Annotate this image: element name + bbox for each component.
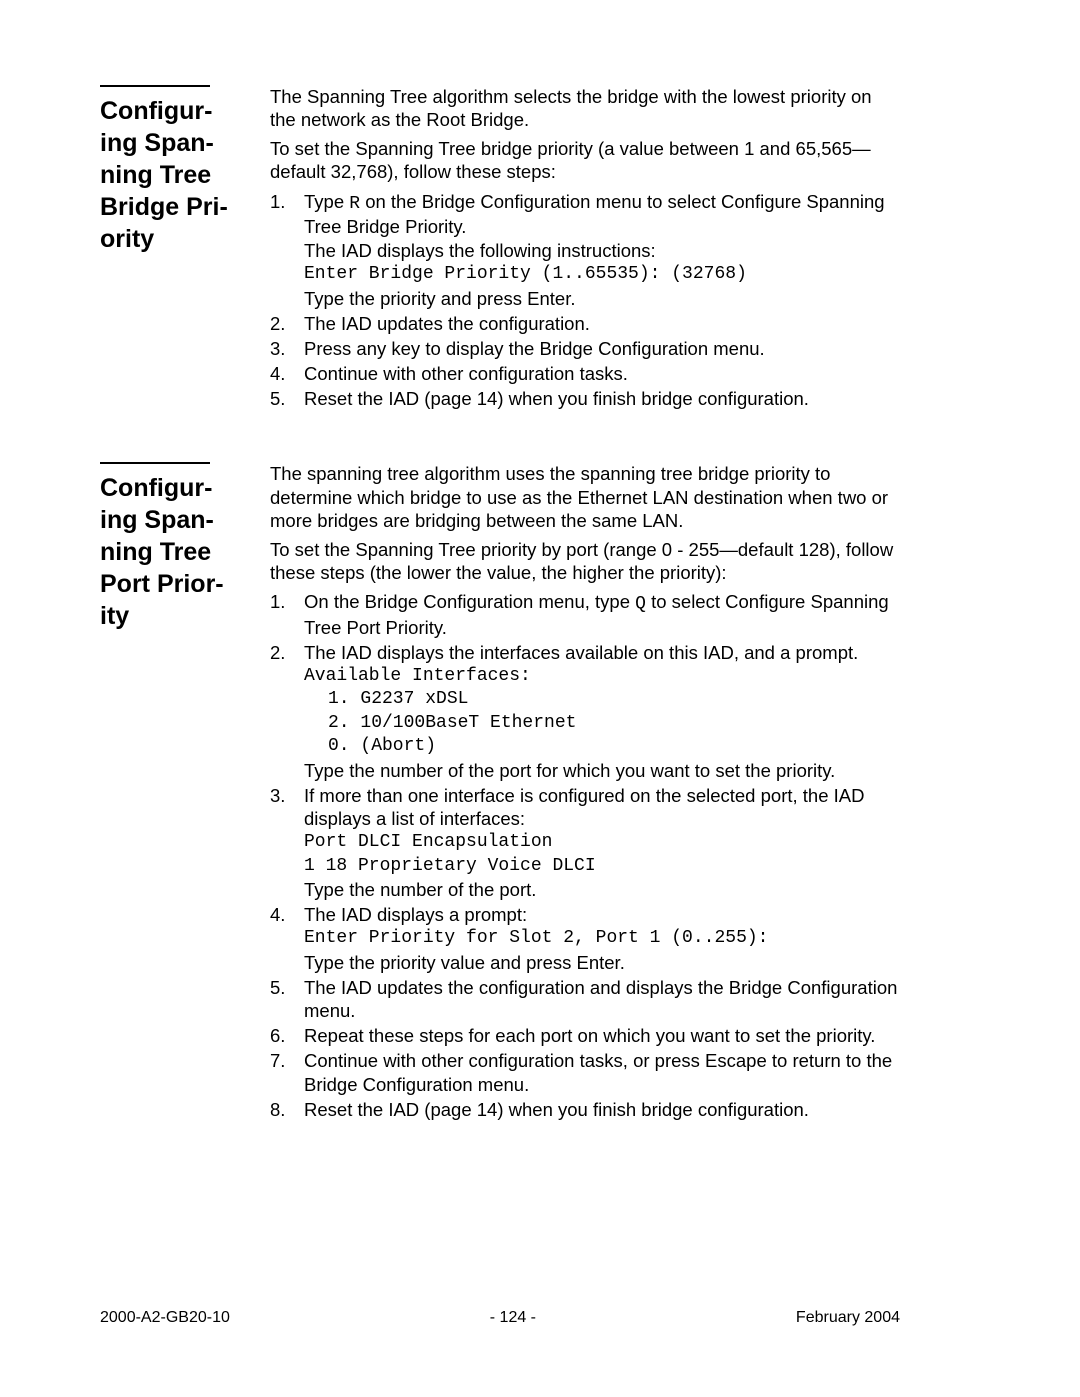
step-subline: Type the number of the port for which yo…: [304, 759, 900, 782]
step-item: Continue with other configuration tasks,…: [270, 1049, 900, 1095]
code-line: 0. (Abort): [304, 735, 900, 758]
step-item: If more than one interface is configured…: [270, 784, 900, 901]
step-item: The IAD displays the interfaces availabl…: [270, 641, 900, 782]
footer-doc-id: 2000-A2-GB20-10: [100, 1309, 230, 1327]
section-heading: Configur-ing Span-ning Tree Bridge Pri-o…: [100, 95, 258, 255]
step-item: Repeat these steps for each port on whic…: [270, 1024, 900, 1047]
step-subline: Type the number of the port.: [304, 878, 900, 901]
step-item: On the Bridge Configuration menu, type Q…: [270, 590, 900, 639]
footer-page-number: - 124 -: [490, 1309, 536, 1327]
intro-paragraph: To set the Spanning Tree bridge priority…: [270, 137, 900, 183]
code-line: 2. 10/100BaseT Ethernet: [304, 712, 900, 735]
inline-code: Q: [635, 594, 646, 614]
left-column: Configur-ing Span-ning Tree Port Prior-i…: [100, 462, 270, 632]
step-text: If more than one interface is configured…: [304, 785, 864, 829]
code-line: Port DLCI Encapsulation: [304, 831, 900, 854]
right-column: The Spanning Tree algorithm selects the …: [270, 85, 900, 412]
right-column: The spanning tree algorithm uses the spa…: [270, 462, 900, 1122]
step-item: Reset the IAD (page 14) when you finish …: [270, 387, 900, 410]
step-text: The IAD displays a prompt:: [304, 904, 527, 925]
step-item: The IAD updates the configuration and di…: [270, 976, 900, 1022]
step-item: The IAD displays a prompt: Enter Priorit…: [270, 903, 900, 974]
step-item: Press any key to display the Bridge Conf…: [270, 337, 900, 360]
step-item: Type R on the Bridge Configuration menu …: [270, 190, 900, 310]
section-heading: Configur-ing Span-ning Tree Port Prior-i…: [100, 472, 258, 632]
section-port-priority: Configur-ing Span-ning Tree Port Prior-i…: [100, 462, 900, 1122]
step-text: on the Bridge Configuration menu to sele…: [304, 191, 885, 238]
step-subline: Type the priority value and press Enter.: [304, 951, 900, 974]
intro-paragraph: To set the Spanning Tree priority by por…: [270, 538, 900, 584]
step-item: Continue with other configuration tasks.: [270, 362, 900, 385]
code-line: Enter Priority for Slot 2, Port 1 (0..25…: [304, 927, 900, 950]
step-text: Type: [304, 191, 349, 212]
left-column: Configur-ing Span-ning Tree Bridge Pri-o…: [100, 85, 270, 255]
steps-list: On the Bridge Configuration menu, type Q…: [270, 590, 900, 1121]
step-text: The IAD displays the interfaces availabl…: [304, 642, 858, 663]
step-subline: The IAD displays the following instructi…: [304, 239, 900, 262]
step-subline: Type the priority and press Enter.: [304, 287, 900, 310]
step-item: The IAD updates the configuration.: [270, 312, 900, 335]
step-text: On the Bridge Configuration menu, type: [304, 591, 635, 612]
code-line: Available Interfaces:: [304, 665, 900, 688]
heading-rule: [100, 85, 210, 87]
footer-date: February 2004: [796, 1309, 900, 1327]
page-footer: 2000-A2-GB20-10 - 124 - February 2004: [100, 1309, 900, 1327]
step-item: Reset the IAD (page 14) when you finish …: [270, 1098, 900, 1121]
intro-paragraph: The spanning tree algorithm uses the spa…: [270, 462, 900, 531]
inline-code: R: [349, 194, 360, 214]
code-line: Enter Bridge Priority (1..65535): (32768…: [304, 263, 900, 286]
code-line: 1 18 Proprietary Voice DLCI: [304, 855, 900, 878]
heading-rule: [100, 462, 210, 464]
section-bridge-priority: Configur-ing Span-ning Tree Bridge Pri-o…: [100, 85, 900, 412]
intro-paragraph: The Spanning Tree algorithm selects the …: [270, 85, 900, 131]
code-line: 1. G2237 xDSL: [304, 688, 900, 711]
page-content: Configur-ing Span-ning Tree Bridge Pri-o…: [100, 85, 900, 1173]
steps-list: Type R on the Bridge Configuration menu …: [270, 190, 900, 411]
